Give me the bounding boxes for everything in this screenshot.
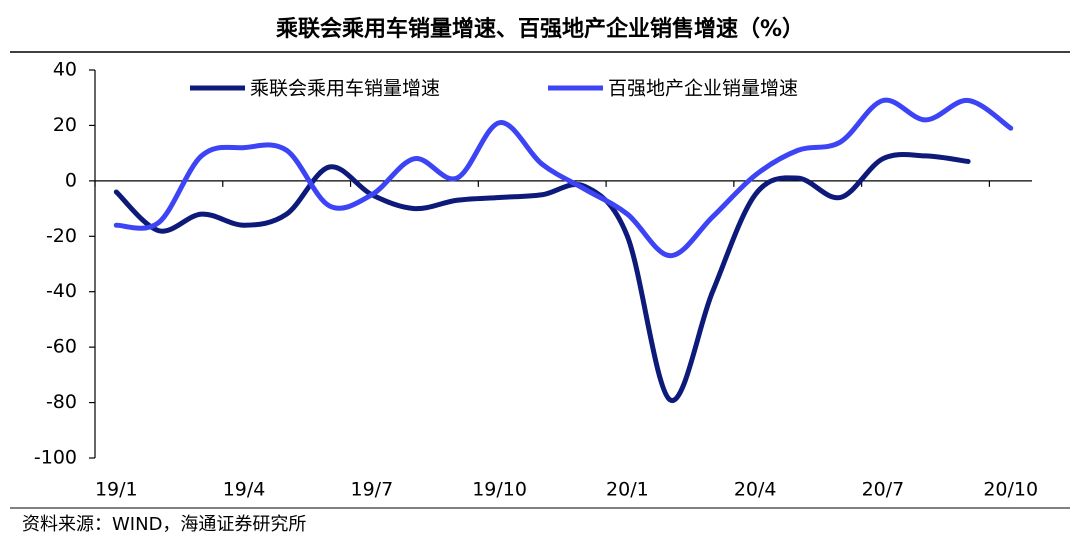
y-tick-label: 20 — [53, 114, 77, 136]
y-tick-label: -40 — [46, 280, 77, 302]
legend-label: 百强地产企业销量增速 — [608, 78, 798, 100]
x-tick-label: 20/7 — [862, 479, 905, 501]
x-tick-label: 19/10 — [472, 479, 527, 501]
y-tick-label: -60 — [46, 336, 77, 358]
y-tick-label: -100 — [34, 447, 77, 469]
x-tick-label: 20/4 — [734, 479, 777, 501]
series-line — [113, 97, 1014, 259]
series-line — [113, 152, 971, 403]
legend-label: 乘联会乘用车销量增速 — [250, 78, 440, 100]
x-tick-label: 19/7 — [351, 479, 394, 501]
y-tick-label: -20 — [46, 225, 77, 247]
chart-title: 乘联会乘用车销量增速、百强地产企业销售增速（%） — [275, 16, 804, 42]
y-tick-label: 40 — [53, 59, 77, 81]
x-tick-label: 19/4 — [223, 479, 266, 501]
y-tick-label: 0 — [65, 169, 77, 191]
x-tick-label: 20/10 — [983, 479, 1038, 501]
y-tick-label: -80 — [46, 391, 77, 413]
x-tick-label: 20/1 — [606, 479, 649, 501]
source: 资料来源：WIND，海通证券研究所 — [22, 514, 306, 535]
x-tick-label: 19/1 — [95, 479, 138, 501]
